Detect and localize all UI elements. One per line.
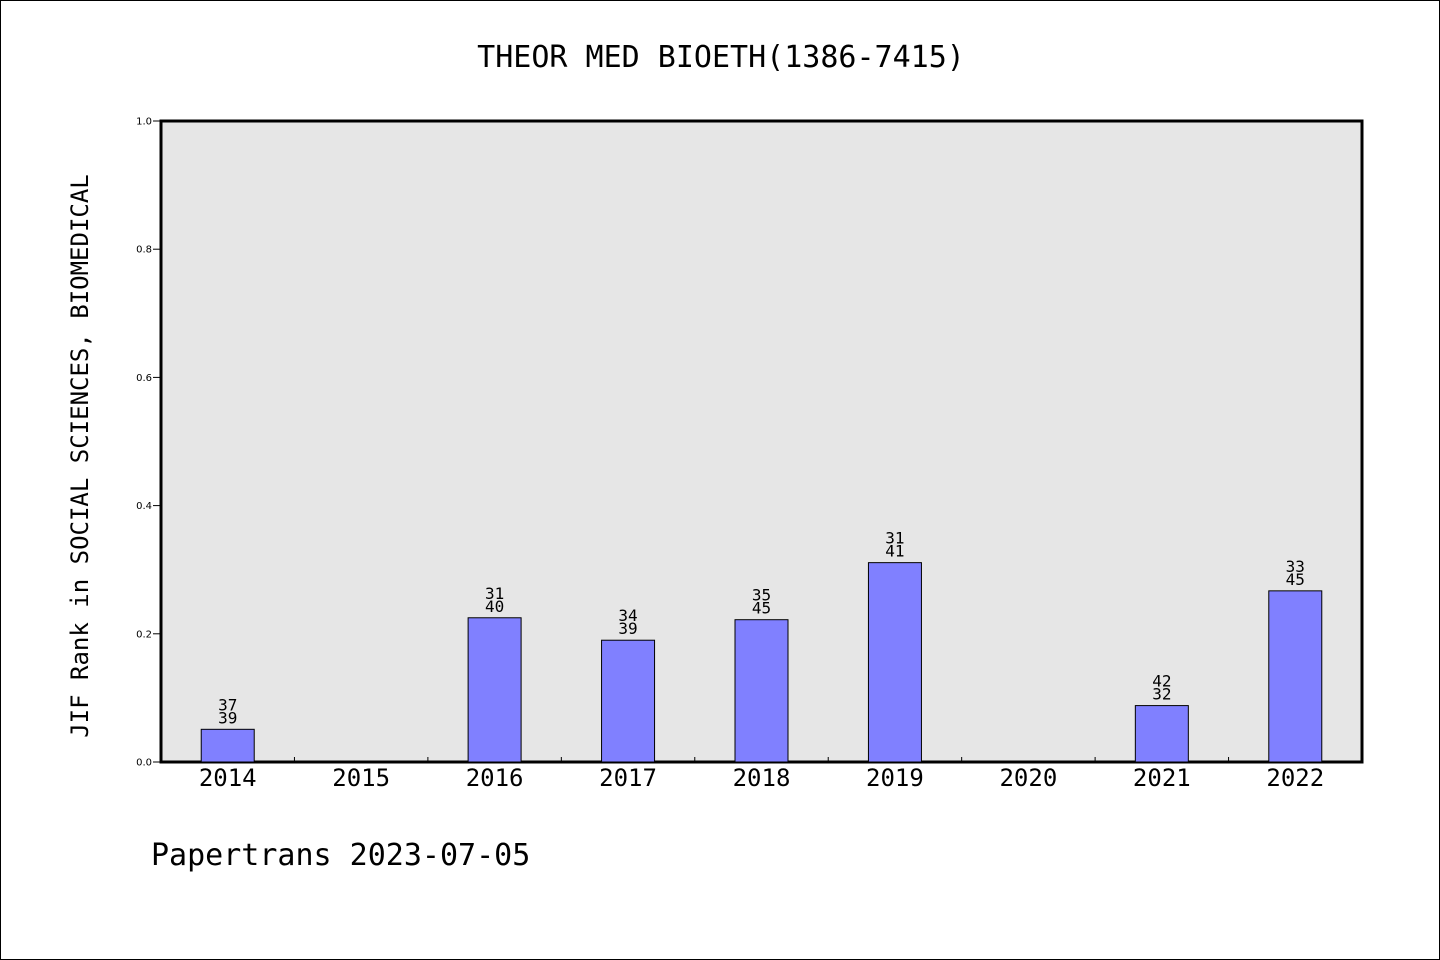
bar-label-rank: 34	[618, 606, 637, 625]
y-tick-label: 0.8	[136, 245, 152, 256]
bar	[867, 562, 922, 763]
x-tick-label: 2022	[1266, 764, 1324, 792]
bar	[467, 617, 522, 763]
y-tick-label: 0.6	[136, 373, 152, 384]
bar	[601, 639, 656, 763]
bar-label-total: 40	[485, 597, 504, 616]
bar-label-total: 32	[1152, 685, 1171, 704]
x-axis-ticks	[293, 757, 1230, 763]
y-axis-label: JIF Rank in SOCIAL SCIENCES, BIOMEDICAL	[66, 174, 94, 738]
bar-label-total: 45	[1286, 570, 1305, 589]
x-tick-label: 2016	[466, 764, 524, 792]
bar-label-rank: 35	[752, 586, 771, 605]
x-tick-label: 2021	[1133, 764, 1191, 792]
bar-label-rank: 31	[485, 584, 504, 603]
y-tick-label: 1.0	[136, 117, 152, 128]
chart-title: THEOR MED BIOETH(1386-7415)	[477, 40, 965, 75]
bar-label-total: 39	[618, 619, 637, 638]
bar-label-total: 45	[752, 599, 771, 618]
y-axis-ticks: 0.0 0.2 0.4 0.6 0.8 1.0	[136, 117, 161, 769]
bar-label-rank: 33	[1286, 557, 1305, 576]
x-tick-label: 2014	[199, 764, 257, 792]
bar-label-rank: 42	[1152, 672, 1171, 691]
x-tick-label: 2015	[332, 764, 390, 792]
footer-text: Papertrans 2023-07-05	[151, 838, 530, 873]
x-tick-label: 2018	[733, 764, 791, 792]
y-tick-label: 0.2	[136, 629, 152, 640]
bar-label-total: 41	[885, 542, 904, 561]
bar	[1268, 590, 1323, 763]
x-tick-label: 2020	[999, 764, 1057, 792]
bar-label-total: 39	[218, 708, 237, 727]
x-tick-label: 2019	[866, 764, 924, 792]
bar-label-rank: 31	[885, 529, 904, 548]
bar	[1134, 705, 1189, 763]
y-tick-label: 0.0	[136, 758, 152, 769]
bar	[200, 728, 255, 763]
y-tick-label: 0.4	[136, 501, 152, 512]
x-tick-label: 2017	[599, 764, 657, 792]
bar-label-rank: 37	[218, 695, 237, 714]
x-axis-labels: 2014 2015 2016 2017 2018 2019 2020 2021 2022	[199, 764, 1324, 792]
bar	[734, 619, 789, 763]
